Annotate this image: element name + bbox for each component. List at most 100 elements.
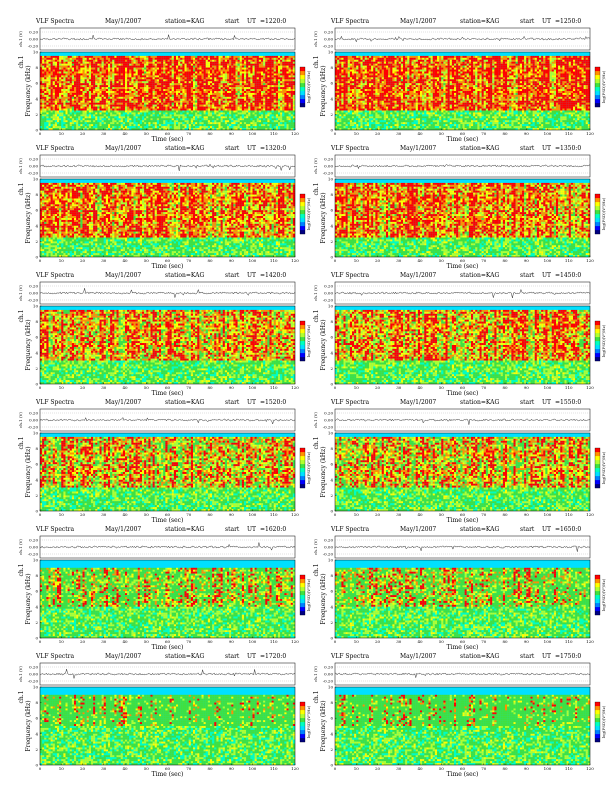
spectrogram-cell [258,98,262,101]
spectrogram-cell [159,124,162,127]
spectrogram-cell [146,53,149,56]
spectrogram-cell [161,55,164,58]
spectrogram-cell [129,94,132,97]
spectrogram-cell [188,102,191,105]
x-tick-label: 10 [59,131,65,136]
spectrogram-cell [227,71,230,74]
spectrogram-cell [131,92,134,95]
spectrogram-cell [222,67,225,70]
spectrogram-cell [280,85,283,88]
spectrogram-cell [210,114,213,117]
spectrogram-cell [108,110,111,113]
spectrogram-cell [292,71,296,74]
spectrogram-cell [118,128,121,131]
spectrogram-cell [110,77,113,80]
spectrogram-cell [103,100,106,103]
spectrogram-cell [93,55,96,58]
spectrogram-cell [233,120,236,123]
spectrogram-cell [91,81,94,84]
spectrogram-cell [99,53,102,56]
spectrogram-cell [65,89,68,92]
spectrogram-cell [69,87,72,90]
spectrogram-cell [173,57,177,60]
spectrogram-cell [95,52,98,54]
spectrogram-cell [220,57,223,60]
spectrogram-cell [97,116,100,119]
spectrogram-cell [273,114,276,117]
spectrogram-cell [163,53,166,56]
spectrogram-cell [188,89,191,92]
spectrogram-cell [273,108,276,111]
spectrogram-cell [224,55,228,58]
spectrogram-cell [133,96,136,99]
spectrogram-cell [137,73,140,76]
spectrogram-cell [335,85,338,88]
spectrogram-cell [207,81,211,84]
spectrogram-cell [237,91,240,93]
spectrogram-cell [156,96,160,99]
spectrogram-cell [182,89,185,92]
spectrogram-cell [46,110,49,113]
spectrogram-cell [42,87,45,90]
spectrogram-cell [337,122,340,125]
spectrogram-cell [235,120,238,123]
spectrogram-cell [224,96,228,99]
spectrogram-cell [197,53,200,56]
spectrogram-cell [97,69,100,72]
spectrogram-cell [252,61,255,64]
spectrogram-cell [278,87,281,90]
spectrogram-cell [195,59,198,62]
spectrogram-cell [218,69,221,72]
spectrogram-cell [150,87,153,90]
spectrogram-cell [91,87,94,90]
spectrogram-cell [197,102,200,105]
spectrogram-cell [193,79,196,82]
spectrogram-cell [57,116,60,119]
waveform-trace-plot: 0.200.00-0.20 [323,27,591,51]
spectrogram-cell [250,116,253,119]
spectrogram-cell [216,89,219,92]
spectrogram-cell [203,106,206,109]
spectrogram-cell [207,94,211,97]
spectrogram-cell [237,67,240,70]
spectrogram-cell [199,114,202,117]
spectrogram-cell [152,53,155,56]
spectrogram-cell [114,104,117,107]
spectrogram-cell [275,92,279,95]
spectrogram-cell [142,120,145,123]
spectrogram-cell [180,124,183,127]
spectrogram-cell [137,96,140,99]
spectrogram-cell [252,59,255,62]
spectrogram-cell [71,114,75,117]
spectrogram-cell [167,81,170,84]
spectrogram-cell [186,73,189,76]
spectrogram-cell [282,63,285,66]
spectrogram-cell [105,79,109,82]
spectrogram-cell [71,116,75,119]
spectrogram-cell [256,57,259,60]
spectrogram-cell [159,81,162,84]
spectrogram-cell [118,114,121,117]
spectrogram-cell [54,94,58,97]
spectrogram-cell [246,55,249,58]
spectrogram-cell [59,91,62,93]
spectrogram-cell [112,124,115,127]
spectrogram-cell [88,83,92,86]
spectrogram-cell [220,110,223,113]
spectrogram-cell [50,94,53,97]
spectrogram-cell [199,89,202,92]
spectrogram-cell [227,59,230,62]
spectrogram-cell [182,65,185,68]
spectrogram-cell [99,63,102,66]
spectrogram-cell [71,55,75,58]
spectrogram-cell [108,69,111,72]
spectrogram-cell [122,104,126,107]
spectrogram-cell [286,55,289,58]
spectrogram-cell [241,114,245,117]
spectrogram-cell [171,112,174,115]
spectrogram-cell [271,75,274,78]
spectrogram-cell [120,59,123,62]
spectrogram-cell [84,81,87,84]
spectrogram-cell [237,79,240,82]
spectrogram-cell [84,122,87,125]
